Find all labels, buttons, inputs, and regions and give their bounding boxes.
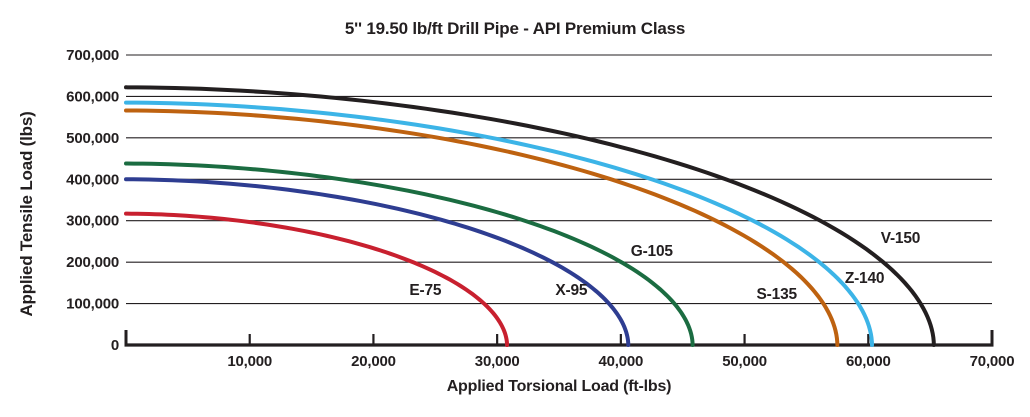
y-tick-label-0: 0 (111, 337, 119, 354)
y-tick-label-400000: 400,000 (66, 171, 119, 188)
x-axis-title: Applied Torsional Load (ft-lbs) (446, 378, 672, 395)
curve-Z-140 (124, 100, 874, 347)
y-tick-label-300000: 300,000 (66, 213, 119, 230)
y-tick-label-100000: 100,000 (66, 296, 119, 313)
x-tick-label-30000: 30,000 (475, 353, 520, 370)
y-tick-label-600000: 600,000 (66, 88, 119, 105)
x-tick-label-60000: 60,000 (846, 353, 891, 370)
curve-X-95 (124, 177, 631, 347)
x-tick-label-10000: 10,000 (227, 353, 272, 370)
curve-G-105 (124, 161, 695, 347)
curve-label-E-75: E-75 (409, 282, 442, 299)
curve-label-X-95: X-95 (555, 282, 588, 299)
curve-E-75 (124, 211, 510, 347)
x-tick-label-40000: 40,000 (599, 353, 644, 370)
x-tick-label-70000: 70,000 (970, 353, 1015, 370)
x-tick-label-20000: 20,000 (351, 353, 396, 370)
curve-label-V-150: V-150 (881, 230, 921, 247)
curve-V-150 (124, 85, 936, 347)
x-tick-label-50000: 50,000 (722, 353, 767, 370)
y-tick-label-700000: 700,000 (66, 47, 119, 64)
curve-label-Z-140: Z-140 (845, 270, 885, 287)
curve-S-135 (124, 108, 840, 347)
y-tick-label-200000: 200,000 (66, 254, 119, 271)
curve-label-S-135: S-135 (757, 286, 798, 303)
curve-label-G-105: G-105 (631, 243, 674, 260)
y-tick-label-500000: 500,000 (66, 130, 119, 147)
chart-title: 5'' 19.50 lb/ft Drill Pipe - API Premium… (344, 19, 686, 38)
